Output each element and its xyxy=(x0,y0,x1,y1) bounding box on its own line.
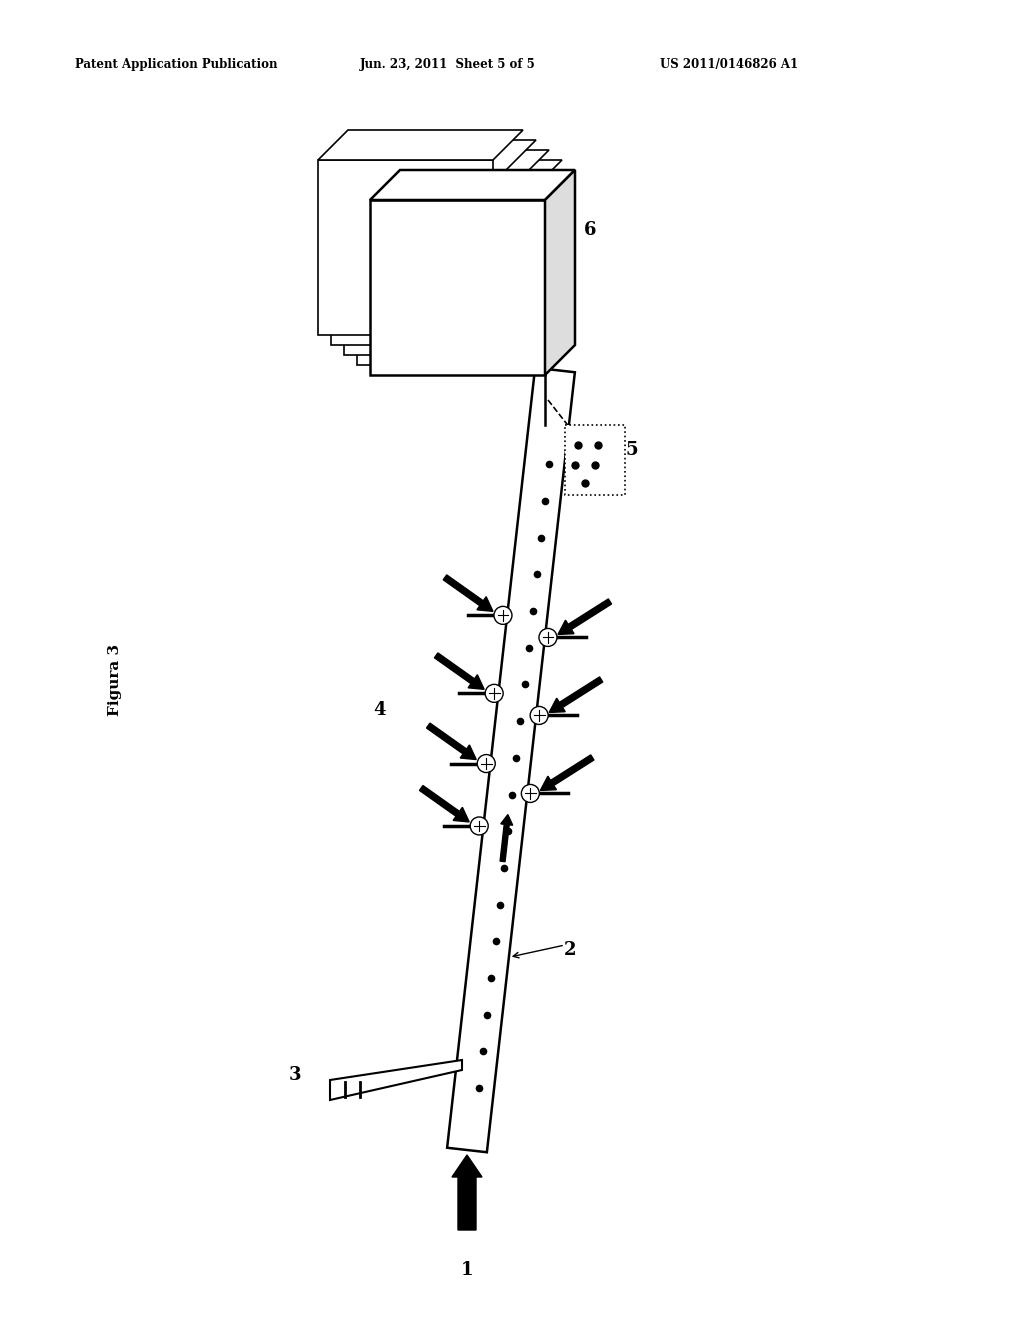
Circle shape xyxy=(539,628,557,647)
Polygon shape xyxy=(344,150,549,180)
Text: 1: 1 xyxy=(461,1261,473,1279)
Circle shape xyxy=(530,706,548,725)
Polygon shape xyxy=(447,368,574,1152)
FancyArrow shape xyxy=(443,576,493,611)
FancyArrow shape xyxy=(549,677,603,713)
Text: 5: 5 xyxy=(626,441,638,459)
Text: 2: 2 xyxy=(564,941,577,960)
Polygon shape xyxy=(318,129,523,160)
Circle shape xyxy=(485,684,503,702)
FancyArrow shape xyxy=(452,1155,482,1230)
FancyArrow shape xyxy=(541,755,594,791)
Polygon shape xyxy=(370,170,575,201)
FancyArrow shape xyxy=(500,814,513,862)
Circle shape xyxy=(477,755,496,772)
Polygon shape xyxy=(330,1060,462,1100)
Text: Jun. 23, 2011  Sheet 5 of 5: Jun. 23, 2011 Sheet 5 of 5 xyxy=(360,58,536,71)
FancyArrow shape xyxy=(420,785,469,822)
Circle shape xyxy=(494,606,512,624)
Text: Figura 3: Figura 3 xyxy=(108,644,122,715)
Text: 4: 4 xyxy=(374,701,386,719)
FancyArrow shape xyxy=(558,599,611,635)
Polygon shape xyxy=(545,170,575,375)
Bar xyxy=(357,190,532,366)
Circle shape xyxy=(470,817,488,836)
Text: Patent Application Publication: Patent Application Publication xyxy=(75,58,278,71)
Text: US 2011/0146826 A1: US 2011/0146826 A1 xyxy=(660,58,798,71)
FancyArrow shape xyxy=(434,653,484,689)
Bar xyxy=(331,170,506,345)
Polygon shape xyxy=(331,140,536,170)
Polygon shape xyxy=(357,160,562,190)
Text: 3: 3 xyxy=(289,1067,301,1084)
Bar xyxy=(565,425,625,495)
Bar xyxy=(318,160,493,335)
Text: 6: 6 xyxy=(584,220,596,239)
Circle shape xyxy=(521,784,540,803)
Bar xyxy=(344,180,519,355)
FancyArrow shape xyxy=(427,723,476,759)
Bar xyxy=(370,201,545,375)
